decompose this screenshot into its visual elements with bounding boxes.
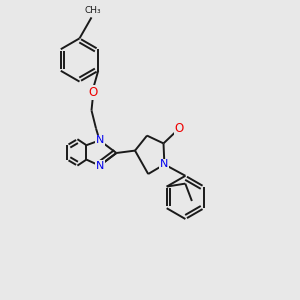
Text: N: N [95,135,104,146]
Text: O: O [88,85,98,99]
Text: CH₃: CH₃ [85,6,101,15]
Text: N: N [160,159,169,170]
Text: N: N [95,160,104,171]
Text: O: O [175,122,184,136]
